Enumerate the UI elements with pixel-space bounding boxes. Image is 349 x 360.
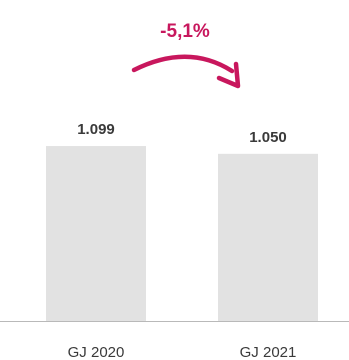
change-percentage-label: -5,1% xyxy=(160,21,210,42)
bar-2 xyxy=(218,153,318,321)
arrow-curve xyxy=(131,54,235,74)
x-tick-label-2: GJ 2021 xyxy=(240,344,297,360)
x-tick-label-1: GJ 2020 xyxy=(68,344,125,360)
curved-arrow-down-right-icon xyxy=(131,54,241,89)
bars-group xyxy=(46,146,318,321)
arrow-head xyxy=(216,61,241,89)
bar-1 xyxy=(46,146,146,321)
x-tick-labels-group: GJ 2020 GJ 2021 xyxy=(68,344,297,360)
value-label-2: 1.050 xyxy=(249,129,287,146)
value-labels-group: 1.099 1.050 xyxy=(77,121,287,146)
value-label-1: 1.099 xyxy=(77,121,115,138)
